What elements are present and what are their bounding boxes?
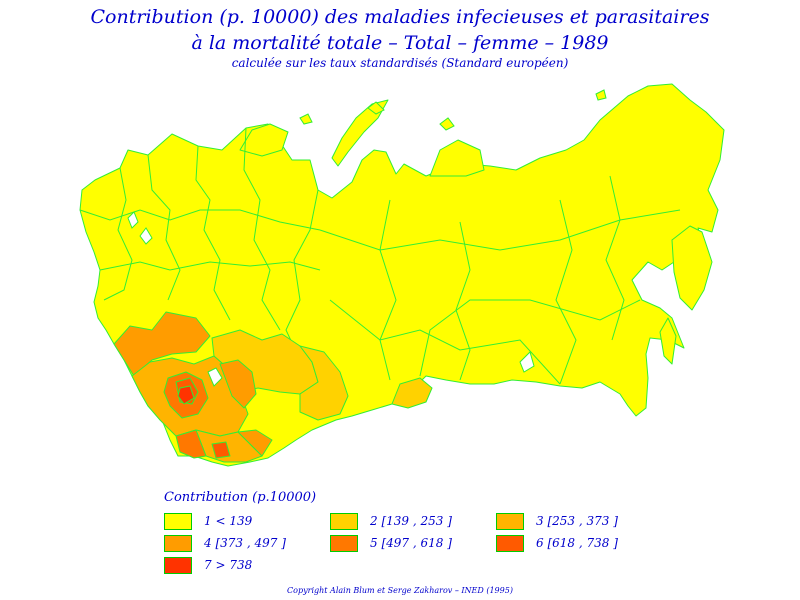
legend-swatch [330, 535, 358, 552]
map-region-taimyr [429, 139, 485, 177]
legend-swatch [496, 535, 524, 552]
legend-label: 6 [618 , 738 ] [536, 536, 618, 550]
legend-label: 2 [139 , 253 ] [370, 514, 452, 528]
map-region-kamchatka [671, 225, 713, 311]
map-region-class-4 [113, 311, 211, 377]
map-title-line-2: à la mortalité totale – Total – femme – … [191, 32, 609, 54]
map-region-class-4-south [237, 429, 273, 457]
map-region-class-6-caucasus [211, 441, 231, 459]
map-region-class-2-east [299, 345, 349, 421]
legend-swatch [330, 513, 358, 530]
map-region-kola [239, 123, 289, 157]
legend-label: 1 < 139 [204, 514, 253, 528]
map-region-class-4-central [219, 359, 257, 409]
map-title-line-1: Contribution (p. 10000) des maladies inf… [90, 6, 710, 28]
legend-label: 5 [497 , 618 ] [370, 536, 452, 550]
map-region-sakhalin [659, 317, 677, 365]
map-arctic-islands [299, 89, 607, 131]
legend-label: 3 [253 , 373 ] [536, 514, 618, 528]
legend-swatch [164, 513, 192, 530]
legend-title: Contribution (p.10000) [164, 490, 317, 505]
map-lakes [127, 211, 535, 387]
map-subtitle: calculée sur les taux standardisés (Stan… [231, 56, 569, 70]
legend-label: 4 [373 , 497 ] [204, 536, 286, 550]
copyright-notice: Copyright Alain Blum et Serge Zakharov –… [287, 586, 513, 595]
map-region-class-7 [177, 385, 195, 405]
map-region-class-2-siberia [391, 377, 433, 409]
map-region-class-5-caucasus [175, 429, 207, 459]
legend-label: 7 > 738 [204, 558, 253, 572]
legend-swatch [164, 535, 192, 552]
legend-swatch [496, 513, 524, 530]
legend-swatch [164, 557, 192, 574]
region-borders [79, 127, 681, 385]
